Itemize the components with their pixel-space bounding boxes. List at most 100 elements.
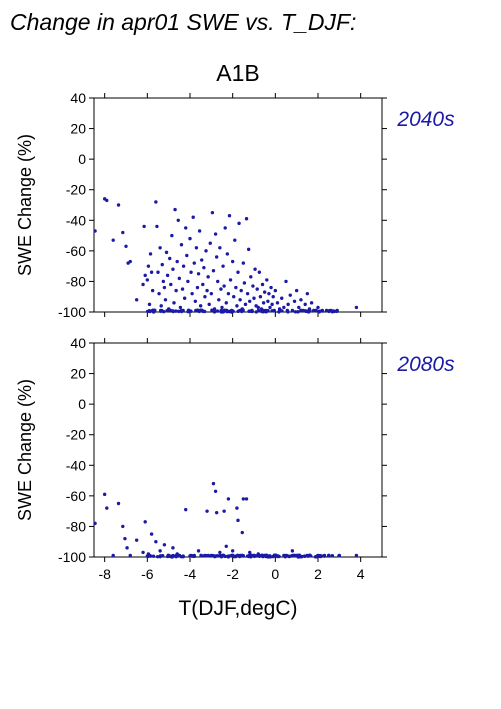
data-point xyxy=(146,264,151,268)
data-point xyxy=(217,298,221,302)
data-point xyxy=(190,291,194,296)
data-point xyxy=(248,299,252,303)
y-tick-label: 40 xyxy=(70,335,86,351)
data-point xyxy=(231,309,235,313)
plot-frame xyxy=(93,342,383,558)
data-point xyxy=(210,308,214,312)
y-tick-label: -60 xyxy=(66,243,86,259)
data-point xyxy=(105,198,109,203)
data-point xyxy=(156,270,160,274)
data-point xyxy=(161,279,166,284)
data-point xyxy=(206,275,210,279)
data-point xyxy=(227,554,231,558)
data-point xyxy=(176,218,180,222)
data-point xyxy=(201,309,205,314)
data-point xyxy=(204,249,208,253)
data-point xyxy=(275,301,280,305)
data-point xyxy=(233,238,237,242)
data-point xyxy=(242,281,247,285)
data-point xyxy=(160,309,164,313)
data-point xyxy=(209,291,214,296)
data-point xyxy=(264,310,269,314)
data-point xyxy=(267,555,271,559)
data-point xyxy=(162,285,167,290)
x-tick-label: -8 xyxy=(98,566,111,582)
data-point xyxy=(318,309,322,313)
data-point xyxy=(189,270,193,274)
data-point xyxy=(158,549,162,553)
data-point xyxy=(205,288,209,293)
data-point xyxy=(244,217,249,221)
data-point xyxy=(121,524,125,529)
data-point xyxy=(196,549,201,553)
data-point xyxy=(327,309,332,313)
data-point xyxy=(193,299,198,303)
data-point xyxy=(174,288,178,293)
data-point xyxy=(145,278,150,282)
data-point xyxy=(134,538,139,542)
data-point xyxy=(93,229,97,233)
data-point xyxy=(219,287,223,291)
data-point xyxy=(157,291,161,296)
data-point xyxy=(293,310,298,314)
y-tick-label: 20 xyxy=(70,366,86,382)
data-point xyxy=(218,246,222,250)
data-point xyxy=(128,553,132,558)
data-point xyxy=(240,530,244,535)
data-point xyxy=(116,501,121,506)
data-point xyxy=(215,309,220,313)
y-tick-label: -60 xyxy=(66,488,86,504)
data-point xyxy=(288,293,292,297)
data-point xyxy=(226,291,231,296)
data-point xyxy=(175,259,179,264)
data-point xyxy=(290,549,295,553)
data-point xyxy=(236,309,240,314)
data-point xyxy=(198,304,203,308)
data-point xyxy=(188,236,192,241)
data-point xyxy=(173,207,177,212)
y-tick-label: -100 xyxy=(58,549,86,565)
data-point xyxy=(203,295,207,299)
data-point xyxy=(320,309,325,313)
data-point xyxy=(221,553,225,558)
data-point xyxy=(171,267,175,271)
data-point xyxy=(266,299,270,303)
data-point xyxy=(195,285,200,290)
data-point xyxy=(271,295,275,299)
data-point xyxy=(123,536,127,541)
data-point xyxy=(160,262,164,267)
data-point xyxy=(147,302,152,307)
data-point xyxy=(177,276,182,281)
data-point xyxy=(236,518,240,523)
y-tick-label: -80 xyxy=(66,273,86,289)
data-point xyxy=(274,553,278,557)
data-point xyxy=(218,550,222,555)
data-point xyxy=(184,226,188,230)
data-point xyxy=(102,492,107,497)
data-point xyxy=(192,261,196,265)
data-point xyxy=(252,296,256,300)
data-point xyxy=(299,308,303,313)
data-point xyxy=(111,553,115,558)
data-point xyxy=(213,309,217,314)
data-point xyxy=(261,310,265,314)
data-point xyxy=(143,273,147,278)
data-point xyxy=(221,264,225,268)
y-tick-label: 40 xyxy=(70,90,86,106)
data-point xyxy=(249,275,253,279)
data-point xyxy=(176,309,181,314)
data-point xyxy=(262,290,267,294)
data-point xyxy=(201,282,205,287)
data-point xyxy=(184,507,188,512)
data-point xyxy=(159,304,163,308)
y-axis-label: SWE Change (%) xyxy=(15,134,35,276)
data-point xyxy=(251,284,255,288)
data-point xyxy=(261,301,266,305)
data-point xyxy=(277,554,281,559)
data-point xyxy=(228,278,233,282)
data-point xyxy=(171,546,175,550)
data-point xyxy=(330,553,335,558)
